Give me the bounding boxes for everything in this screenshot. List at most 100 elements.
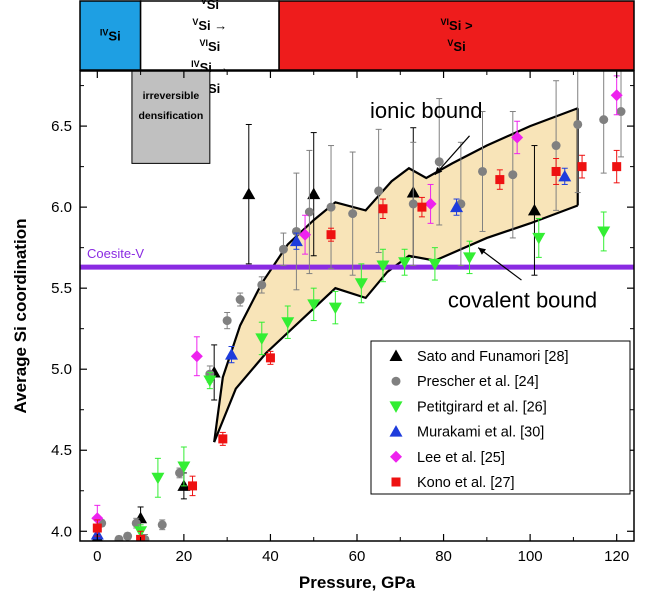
covalent-bound-label: covalent bound <box>448 288 597 313</box>
data-point <box>307 299 321 311</box>
x-axis-label: Pressure, GPa <box>299 573 416 592</box>
x-tick-label: 60 <box>349 548 366 565</box>
data-point <box>307 187 321 200</box>
covalent-bound-line <box>213 204 579 443</box>
data-point <box>354 278 368 290</box>
data-point <box>123 531 133 541</box>
legend-label: Lee et al. [25] <box>417 450 505 466</box>
data-point <box>235 295 245 305</box>
regime-segment <box>139 0 280 71</box>
regime-segment <box>278 0 635 71</box>
x-tick-label: 0 <box>93 548 101 565</box>
axes: 0 20 40 60 80 100 120 4.0 4.5 5.0 5.5 6.0 6.5 Pressur… <box>11 70 635 592</box>
data-point <box>131 518 141 528</box>
regime-segment <box>79 0 142 71</box>
ionic-bound-label: ionic bound <box>370 98 483 123</box>
data-point <box>408 199 418 209</box>
x-tick-label: 40 <box>262 548 279 565</box>
legend-marker <box>391 477 401 487</box>
data-point <box>255 333 269 345</box>
series-petitgirard <box>134 211 611 539</box>
legend-label: Murakami et al. [30] <box>417 425 544 441</box>
data-point <box>265 353 275 363</box>
data-point <box>597 226 611 238</box>
data-point <box>577 162 587 172</box>
data-point <box>599 115 609 125</box>
data-point <box>114 534 124 541</box>
regime-label: VISi > <box>441 17 473 33</box>
data-point <box>92 523 102 533</box>
data-point <box>573 119 583 129</box>
data-point <box>551 141 561 151</box>
data-point <box>157 520 167 530</box>
series-lee <box>91 75 623 532</box>
data-point <box>188 481 198 491</box>
annotations: irreversible densification ionic bound cova… <box>131 70 597 313</box>
data-point <box>434 157 444 167</box>
y-tick-label: 5.0 <box>51 361 72 378</box>
y-tick-label: 4.5 <box>51 442 72 459</box>
data-point <box>398 257 412 269</box>
legend-label: Kono et al. [27] <box>417 475 515 491</box>
data-point <box>222 316 232 326</box>
legend-marker <box>389 425 403 437</box>
regime-label: VISi <box>199 38 220 54</box>
legend-label: Sato and Funamori [28] <box>417 349 569 365</box>
covalent-arrow <box>477 247 522 281</box>
data-point <box>299 228 312 241</box>
data-point <box>177 461 191 473</box>
data-point <box>495 175 505 185</box>
data-point <box>610 89 623 102</box>
x-tick-label: 120 <box>604 548 629 565</box>
data-point <box>428 258 442 271</box>
data-point <box>326 202 336 212</box>
data-point <box>527 203 541 216</box>
data-point <box>278 244 288 254</box>
ionic-arrowhead <box>434 167 443 175</box>
legend-label: Petitgirard et al. [26] <box>417 399 547 415</box>
data-point <box>376 260 390 272</box>
data-point <box>328 302 342 315</box>
legend-marker <box>390 450 402 463</box>
legend: Sato and Funamori [28] Prescher et al. [2… <box>370 340 631 495</box>
irreversible-box <box>131 70 211 164</box>
data-point <box>203 375 217 388</box>
data-point <box>190 350 203 363</box>
data-point <box>374 186 384 196</box>
x-tick-label: 80 <box>435 548 452 565</box>
data-point <box>463 252 477 264</box>
data-point <box>616 107 626 117</box>
data-point <box>424 197 437 210</box>
data-point <box>326 230 336 240</box>
data-point <box>478 166 488 176</box>
data-point <box>175 468 185 478</box>
y-tick-label: 4.0 <box>51 523 72 540</box>
data-point <box>91 512 104 525</box>
data-point <box>242 187 256 200</box>
ionic-bound-line <box>213 107 579 443</box>
data-point <box>304 207 314 217</box>
data-point <box>348 209 358 219</box>
legend-marker <box>391 376 401 386</box>
x-tick-label: 20 <box>176 548 193 565</box>
x-tick-label: 100 <box>518 548 543 565</box>
data-point <box>558 169 572 182</box>
data-point <box>612 162 622 172</box>
data-point <box>450 200 464 213</box>
data-point <box>281 317 295 329</box>
regime-label: IVSi <box>100 28 121 44</box>
legend-marker <box>389 401 403 413</box>
legend-box <box>370 340 631 495</box>
legend-label: Prescher et al. [24] <box>417 374 539 390</box>
data-point <box>291 226 301 236</box>
y-axis-label: Average Si coordination <box>11 219 30 414</box>
data-point <box>218 434 228 444</box>
coesite-line: Coesite-V <box>80 246 634 270</box>
data-point <box>378 204 388 214</box>
data-point <box>151 472 165 485</box>
data-point <box>289 234 303 247</box>
data-point <box>224 348 238 360</box>
ionic-arrow <box>434 135 470 176</box>
